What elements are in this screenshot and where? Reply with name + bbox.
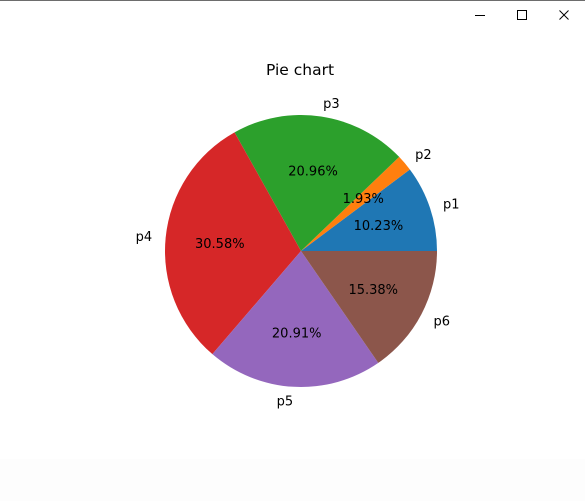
slice-label-p1: p1 [443, 198, 460, 213]
pie-slice-p2 [301, 156, 410, 251]
pie-slice-p5 [212, 251, 379, 387]
chart-title: Pie chart [266, 61, 334, 79]
slice-label-p6: p6 [433, 315, 450, 330]
slice-labels: p1 p2 p3 p4 p5 p6 [136, 97, 460, 409]
pie-chart: Pie chart p1 p2 p3 p4 p5 p6 10.23% 1.93% 20.96%… [136, 61, 460, 409]
slice-label-p5: p5 [277, 394, 294, 409]
close-button[interactable] [543, 1, 585, 29]
title-bar [0, 1, 585, 31]
status-bar [0, 459, 585, 501]
percent-label-p3: 20.96% [288, 164, 338, 179]
minimize-icon [475, 15, 485, 16]
pie-slice-p6 [301, 251, 437, 363]
percent-label-p6: 15.38% [348, 283, 398, 298]
maximize-button[interactable] [501, 1, 543, 29]
pie-slice-p4 [165, 132, 301, 355]
slice-label-p3: p3 [323, 97, 340, 112]
percent-label-p1: 10.23% [354, 219, 404, 234]
percent-label-p2: 1.93% [343, 192, 384, 207]
percent-label-p4: 30.58% [195, 237, 245, 252]
slice-label-p2: p2 [415, 148, 432, 163]
pie-slices [165, 115, 437, 387]
percent-label-p5: 20.91% [272, 326, 322, 341]
percent-labels: 10.23% 1.93% 20.96% 30.58% 20.91% 15.38% [195, 164, 403, 341]
close-icon [559, 10, 569, 20]
maximize-icon [517, 10, 527, 20]
pie-slice-p1 [301, 169, 437, 251]
minimize-button[interactable] [459, 1, 501, 29]
slice-label-p4: p4 [136, 230, 153, 245]
pie-slice-p3 [234, 115, 400, 251]
